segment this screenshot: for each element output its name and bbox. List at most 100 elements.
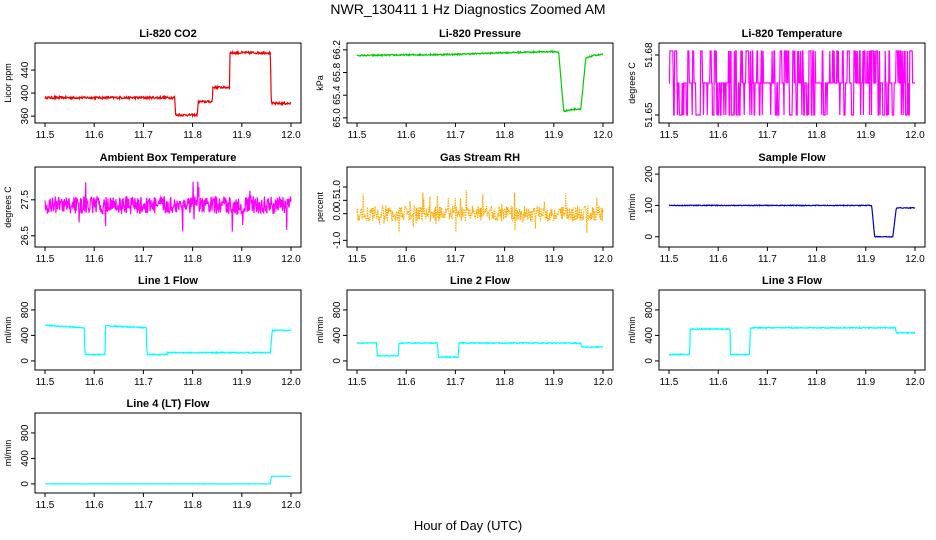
x-tick-label: 12.0	[905, 254, 925, 265]
x-tick-label: 11.5	[660, 130, 679, 141]
y-axis-label: degrees C	[3, 186, 13, 228]
x-tick-label: 11.5	[36, 254, 55, 265]
y-axis-label: ml/min	[3, 440, 13, 467]
x-tick-label: 11.6	[85, 377, 104, 388]
x-tick-label: 12.0	[593, 377, 613, 388]
y-tick-label: 400	[20, 84, 31, 101]
y-axis-label: ml/min	[3, 317, 13, 344]
x-tick-label: 11.7	[134, 500, 153, 511]
plot-frame	[34, 166, 302, 248]
y-tick-label: 400	[20, 327, 31, 344]
x-tick-label: 11.7	[134, 130, 153, 141]
x-tick-label: 11.7	[758, 254, 777, 265]
x-tick-label: 11.6	[85, 254, 104, 265]
plot-frame	[346, 289, 614, 371]
figure-title: NWR_130411 1 Hz Diagnostics Zoomed AM	[330, 1, 606, 17]
panel-line-2-flow: Line 2 Flow 11.5 11.6 11.7 11.8 11.9 12.0 0 400 8…	[315, 275, 614, 388]
y-tick-label: 65.0	[332, 108, 343, 128]
plot-frame	[346, 42, 614, 124]
x-tick-label: 11.6	[397, 377, 416, 388]
x-tick-label: 11.9	[232, 254, 251, 265]
panel-title: Line 1 Flow	[138, 275, 198, 287]
x-tick-label: 11.7	[446, 377, 465, 388]
y-tick-label: 0	[332, 358, 343, 364]
series-line	[44, 181, 292, 232]
y-tick-label: 0	[20, 358, 31, 364]
x-tick-label: 11.7	[134, 377, 153, 388]
y-tick-label: 400	[332, 327, 343, 344]
y-axis-label: kPa	[315, 75, 325, 91]
x-tick-label: 11.6	[397, 254, 416, 265]
y-tick-label: 0	[644, 358, 655, 364]
panel-li-820-temperature: Li-820 Temperature 11.5 11.6 11.7 11.8 11.9 12…	[627, 28, 926, 141]
x-tick-label: 11.8	[183, 254, 202, 265]
x-tick-label: 11.6	[709, 377, 728, 388]
x-tick-label: 11.8	[495, 254, 514, 265]
y-tick-label: 0.0	[332, 206, 343, 220]
y-tick-label: 27.5	[20, 190, 31, 210]
series-line	[356, 189, 604, 233]
x-tick-label: 11.9	[232, 500, 251, 511]
x-tick-label: 11.6	[85, 500, 104, 511]
x-tick-label: 11.8	[495, 130, 514, 141]
y-axis-label: ml/min	[627, 194, 637, 221]
y-axis-label: degrees C	[627, 62, 637, 104]
y-tick-label: 400	[20, 450, 31, 467]
y-tick-label: 0.5	[332, 193, 343, 207]
x-tick-label: 12.0	[281, 377, 301, 388]
x-tick-label: 12.0	[593, 130, 613, 141]
x-tick-label: 11.8	[807, 377, 826, 388]
y-tick-label: 51.65	[644, 102, 655, 127]
panel-sample-flow: Sample Flow 11.5 11.6 11.7 11.8 11.9 12.0 0 100 2…	[627, 152, 926, 265]
x-tick-label: 11.7	[446, 254, 465, 265]
y-tick-label: 100	[644, 197, 655, 214]
x-tick-label: 11.5	[348, 377, 367, 388]
x-tick-label: 11.5	[348, 130, 367, 141]
plot-frame	[34, 412, 302, 494]
panel-title: Ambient Box Temperature	[100, 152, 237, 164]
plot-frame	[34, 42, 302, 124]
x-tick-label: 11.7	[758, 130, 777, 141]
plot-frame	[34, 289, 302, 371]
series-line	[45, 475, 292, 485]
series-line	[356, 341, 604, 359]
x-tick-label: 11.9	[544, 377, 563, 388]
x-tick-label: 11.5	[36, 500, 55, 511]
x-tick-label: 11.8	[183, 130, 202, 141]
panel-line-4-lt-flow: Line 4 (LT) Flow 11.5 11.6 11.7 11.8 11.9 12.0…	[3, 398, 302, 511]
x-tick-label: 11.7	[134, 254, 153, 265]
x-tick-label: 11.8	[807, 254, 826, 265]
x-tick-label: 11.7	[446, 130, 465, 141]
panel-title: Line 2 Flow	[450, 275, 510, 287]
y-tick-label: 0	[644, 234, 655, 240]
x-tick-label: 11.5	[348, 254, 367, 265]
panel-ambient-box-temperature: Ambient Box Temperature 11.5 11.6 11.7 11.8 1…	[3, 152, 302, 265]
y-tick-label: 440	[20, 61, 31, 78]
y-axis-label: ml/min	[627, 317, 637, 344]
series-line	[356, 49, 604, 113]
y-axis-label: percent	[315, 191, 325, 222]
x-tick-label: 12.0	[593, 254, 613, 265]
x-tick-label: 12.0	[281, 130, 301, 141]
panel-line-1-flow: Line 1 Flow 11.5 11.6 11.7 11.8 11.9 12.0 0 400 8…	[3, 275, 302, 388]
y-tick-label: 800	[644, 301, 655, 318]
y-tick-label: 400	[644, 327, 655, 344]
panel-li-820-pressure: Li-820 Pressure 11.5 11.6 11.7 11.8 11.9 12.0 6…	[315, 28, 614, 141]
series-line	[668, 50, 915, 116]
x-tick-label: 11.5	[660, 254, 679, 265]
series-line	[668, 203, 916, 238]
x-tick-label: 11.6	[85, 130, 104, 141]
x-tick-label: 12.0	[905, 130, 925, 141]
series-line	[44, 323, 292, 356]
panel-li-820-co2: Li-820 CO2 11.5 11.6 11.7 11.8 11.9 12.0 360 400…	[3, 28, 302, 141]
x-tick-label: 11.9	[544, 130, 563, 141]
x-tick-label: 12.0	[281, 500, 301, 511]
y-axis-label: ml/min	[315, 317, 325, 344]
y-tick-label: 65.8	[332, 62, 343, 82]
x-tick-label: 11.5	[660, 377, 679, 388]
x-tick-label: 11.9	[856, 254, 875, 265]
panel-title: Gas Stream RH	[440, 152, 520, 164]
plot-frame	[658, 289, 926, 371]
x-tick-label: 11.5	[36, 377, 55, 388]
